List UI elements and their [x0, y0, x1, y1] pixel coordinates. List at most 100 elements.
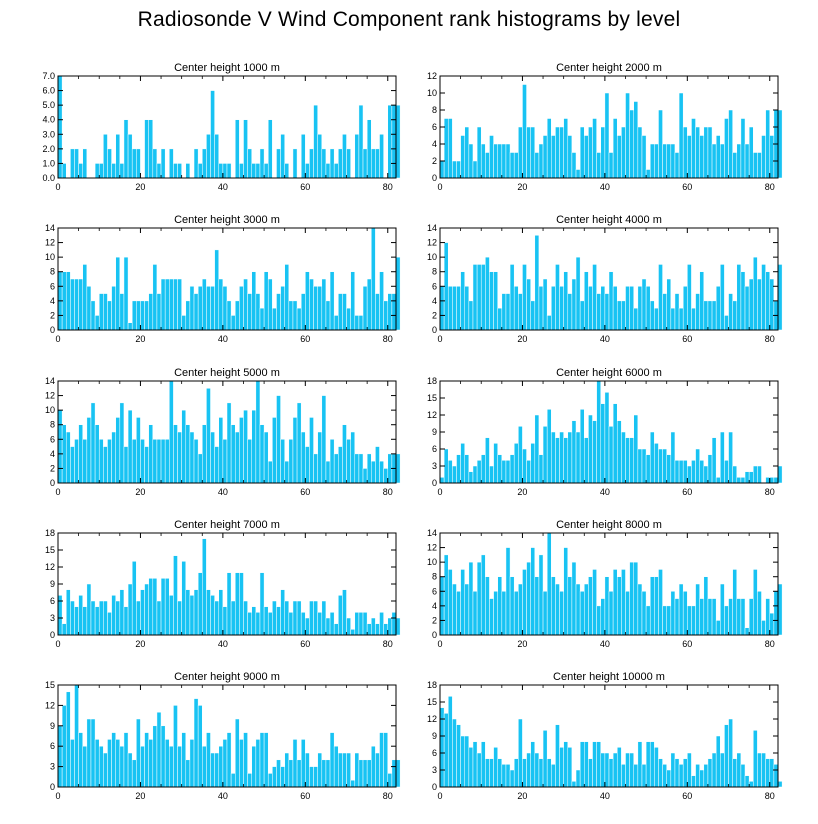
- histogram-bar: [321, 148, 327, 179]
- histogram-bar: [164, 439, 170, 484]
- histogram-bar: [480, 741, 486, 788]
- histogram-bar: [732, 569, 738, 636]
- histogram-bar: [313, 104, 318, 179]
- histogram-bar: [456, 591, 461, 636]
- histogram-bar: [74, 439, 79, 484]
- x-tick-label: 80: [765, 487, 775, 497]
- histogram-bar: [439, 160, 445, 179]
- histogram-bar: [732, 465, 738, 484]
- histogram-bar: [761, 135, 766, 179]
- histogram-bar: [625, 437, 630, 484]
- histogram-bar: [177, 600, 182, 636]
- histogram-bar: [575, 431, 581, 484]
- histogram-bar: [70, 739, 75, 788]
- histogram-bar: [674, 598, 680, 636]
- histogram-bar: [546, 118, 552, 179]
- histogram-bar: [641, 764, 647, 788]
- histogram-bar: [152, 439, 158, 484]
- x-tick-label: 40: [218, 487, 228, 497]
- histogram-bar: [695, 293, 700, 331]
- histogram-panel: Center height 8000 m 0 2 4 6 8 10 12 14 0 20 40 60 80: [427, 519, 783, 649]
- histogram-bar: [662, 448, 667, 484]
- histogram-bar: [452, 583, 457, 636]
- histogram-bar: [505, 293, 511, 331]
- plot-frame: [57, 684, 397, 788]
- histogram-bar: [255, 380, 261, 484]
- histogram-bar: [202, 148, 207, 179]
- histogram-bar: [472, 160, 478, 179]
- x-tick-label: 40: [218, 791, 228, 801]
- y-tick-label: 12: [45, 700, 55, 710]
- histogram-bar: [501, 591, 507, 636]
- y-tick-label: 15: [427, 697, 437, 707]
- histogram-bar: [239, 286, 244, 331]
- histogram-bar: [612, 403, 618, 484]
- histogram-bar: [728, 293, 733, 331]
- x-tick-label: 20: [517, 334, 527, 344]
- histogram-bar: [136, 718, 141, 788]
- histogram-bar: [387, 617, 393, 636]
- histogram-bar: [641, 591, 647, 636]
- y-tick-label: 9: [432, 427, 437, 437]
- y-tick-label: 9: [50, 721, 55, 731]
- histogram-bar: [575, 256, 581, 331]
- histogram-bar: [375, 293, 380, 331]
- histogram-bar: [600, 286, 606, 331]
- histogram-bar: [604, 752, 610, 788]
- histogram-bar: [641, 278, 647, 331]
- x-tick-label: 20: [135, 334, 145, 344]
- histogram-bar: [259, 572, 265, 636]
- histogram-bar: [765, 109, 771, 179]
- histogram-bar: [131, 300, 137, 331]
- histogram-bar: [391, 612, 397, 636]
- histogram-bar: [621, 764, 626, 788]
- histogram-bar: [530, 741, 536, 788]
- histogram-bar: [592, 741, 597, 788]
- histogram-bar: [346, 307, 351, 331]
- histogram-bar: [699, 769, 705, 788]
- histogram-bar: [160, 278, 166, 331]
- histogram-bar: [226, 572, 232, 636]
- x-tick-label: 80: [383, 182, 393, 192]
- histogram-bar: [724, 315, 729, 331]
- y-tick-label: 8: [50, 267, 55, 277]
- histogram-bar: [366, 278, 372, 331]
- histogram-bar: [239, 163, 244, 179]
- histogram-bar: [472, 741, 478, 788]
- histogram-bar: [596, 741, 602, 788]
- histogram-bar: [518, 583, 523, 636]
- y-tick-label: 3: [432, 765, 437, 775]
- histogram-bar: [530, 300, 536, 331]
- histogram-bar: [753, 465, 758, 484]
- histogram-bar: [509, 576, 515, 636]
- histogram-bar: [164, 278, 170, 331]
- y-tick-label: 8: [432, 105, 437, 115]
- x-tick-label: 0: [55, 334, 60, 344]
- histogram-bar: [649, 300, 655, 331]
- histogram-bar: [325, 300, 331, 331]
- histogram-bar: [687, 264, 692, 331]
- histogram-bar: [571, 152, 577, 179]
- histogram-bar: [542, 135, 548, 179]
- histogram-panel: Center height 6000 m 0 3 6 9 12 15 18 0 20 40 60 80: [427, 367, 783, 497]
- histogram-bar: [757, 591, 762, 636]
- histogram-bar: [720, 583, 725, 636]
- histogram-bar: [637, 286, 643, 331]
- histogram-bar: [296, 402, 302, 484]
- histogram-bar: [452, 718, 457, 788]
- histogram-bar: [538, 758, 544, 788]
- histogram-bar: [329, 612, 335, 636]
- histogram-bar: [468, 747, 474, 788]
- histogram-bar: [468, 300, 474, 331]
- histogram-bar: [243, 278, 248, 331]
- histogram-bar: [144, 732, 149, 788]
- histogram-bar: [136, 600, 141, 636]
- x-tick-label: 40: [600, 791, 610, 801]
- histogram-bar: [280, 589, 285, 636]
- histogram-bar: [555, 724, 560, 788]
- histogram-bar: [526, 460, 531, 484]
- histogram-bar: [476, 126, 482, 179]
- histogram-bar: [346, 752, 351, 788]
- histogram-bar: [736, 598, 742, 636]
- histogram-bar: [633, 307, 639, 331]
